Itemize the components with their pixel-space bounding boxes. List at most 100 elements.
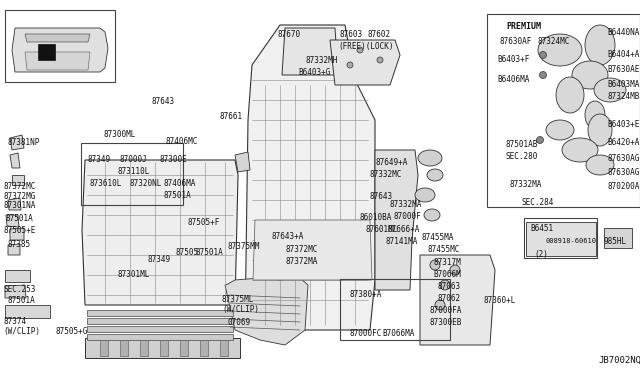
Text: 87320NL: 87320NL <box>130 179 163 188</box>
Text: B7066MA: B7066MA <box>382 329 414 338</box>
Text: 87360+L: 87360+L <box>484 296 516 305</box>
Polygon shape <box>282 28 338 75</box>
Text: (W/CLIP): (W/CLIP) <box>3 327 40 336</box>
Text: B6406MA: B6406MA <box>497 75 529 84</box>
Text: 87375ML: 87375ML <box>222 295 254 304</box>
Text: 87375MM: 87375MM <box>228 242 260 251</box>
Text: 87406MA: 87406MA <box>163 179 195 188</box>
Text: 87643: 87643 <box>152 97 175 106</box>
Polygon shape <box>87 310 233 316</box>
Text: 87317M: 87317M <box>433 258 461 267</box>
Text: 87301NA: 87301NA <box>3 201 35 210</box>
Text: 87661: 87661 <box>220 112 243 121</box>
Text: 87601ML: 87601ML <box>365 225 397 234</box>
Ellipse shape <box>418 150 442 166</box>
Text: 008918-60610: 008918-60610 <box>546 238 597 244</box>
Bar <box>487 14 640 207</box>
Text: 87062: 87062 <box>437 294 460 303</box>
Polygon shape <box>330 40 400 85</box>
Text: B7630AE: B7630AE <box>607 65 639 74</box>
Text: 87501A: 87501A <box>163 191 191 200</box>
Ellipse shape <box>546 120 574 140</box>
Text: 87501A: 87501A <box>196 248 224 257</box>
Polygon shape <box>253 220 372 280</box>
Polygon shape <box>87 318 233 324</box>
Text: 87349: 87349 <box>148 255 171 264</box>
Text: 87332MA: 87332MA <box>509 180 541 189</box>
Text: 87501A: 87501A <box>7 296 35 305</box>
Polygon shape <box>6 215 19 227</box>
Text: 87649+A: 87649+A <box>376 158 408 167</box>
Text: 87374: 87374 <box>3 317 26 326</box>
Circle shape <box>430 260 440 270</box>
Text: SEC.280: SEC.280 <box>506 152 538 161</box>
Text: 87455MC: 87455MC <box>427 245 460 254</box>
Polygon shape <box>10 153 20 168</box>
Polygon shape <box>8 198 21 210</box>
Polygon shape <box>82 160 238 305</box>
Polygon shape <box>375 150 418 290</box>
Polygon shape <box>235 152 250 172</box>
Circle shape <box>450 265 460 275</box>
Text: 87505+F: 87505+F <box>188 218 220 227</box>
Circle shape <box>435 300 445 310</box>
Text: 87603: 87603 <box>340 30 363 39</box>
Polygon shape <box>160 340 168 356</box>
Text: B6403+F: B6403+F <box>497 55 529 64</box>
Text: 87643+A: 87643+A <box>272 232 305 241</box>
Text: 87000J: 87000J <box>120 155 148 164</box>
Polygon shape <box>8 244 20 255</box>
Text: JB7002NQ: JB7002NQ <box>598 356 640 365</box>
Polygon shape <box>87 334 233 340</box>
Ellipse shape <box>556 77 584 113</box>
Text: 87372MC: 87372MC <box>3 182 35 191</box>
Text: B6403+G: B6403+G <box>298 68 330 77</box>
Polygon shape <box>25 52 90 70</box>
Text: 87332MA: 87332MA <box>390 200 422 209</box>
Polygon shape <box>120 340 128 356</box>
Text: (FREE)(LOCK): (FREE)(LOCK) <box>338 42 394 51</box>
Ellipse shape <box>538 34 582 66</box>
Text: 87602: 87602 <box>368 30 391 39</box>
Polygon shape <box>10 135 24 150</box>
Bar <box>5 10 115 82</box>
Text: 87501A: 87501A <box>5 214 33 223</box>
Bar <box>524 218 597 258</box>
Ellipse shape <box>415 188 435 202</box>
Text: (2): (2) <box>534 250 548 259</box>
Circle shape <box>377 57 383 63</box>
Circle shape <box>540 51 547 58</box>
Text: 87455MA: 87455MA <box>422 233 454 242</box>
Polygon shape <box>12 28 108 72</box>
Text: B6440NA: B6440NA <box>607 28 639 37</box>
Polygon shape <box>220 340 228 356</box>
Text: 87324MB: 87324MB <box>607 92 639 101</box>
Text: 87505+G: 87505+G <box>55 327 88 336</box>
Ellipse shape <box>562 138 598 162</box>
Text: 07069: 07069 <box>228 318 251 327</box>
Text: 87000FA: 87000FA <box>430 306 462 315</box>
Text: 87501AB: 87501AB <box>506 140 538 149</box>
Text: 87300E: 87300E <box>160 155 188 164</box>
Text: 87381NP: 87381NP <box>7 138 40 147</box>
Text: 87372MA: 87372MA <box>286 257 318 266</box>
Polygon shape <box>5 285 26 298</box>
Text: B6403+E: B6403+E <box>607 120 639 129</box>
Text: 87000FC: 87000FC <box>349 329 381 338</box>
Ellipse shape <box>572 61 608 89</box>
Text: 87385: 87385 <box>8 240 31 249</box>
Ellipse shape <box>586 155 614 175</box>
Polygon shape <box>25 34 90 42</box>
Text: 87630AG: 87630AG <box>607 154 639 163</box>
Text: 87666+A: 87666+A <box>388 225 420 234</box>
Text: 86010BA: 86010BA <box>360 213 392 222</box>
Polygon shape <box>85 338 240 358</box>
Text: 87643: 87643 <box>370 192 393 201</box>
Ellipse shape <box>585 101 605 129</box>
Polygon shape <box>200 340 208 356</box>
Ellipse shape <box>424 209 440 221</box>
Circle shape <box>540 71 547 78</box>
Text: 87630AG: 87630AG <box>607 168 639 177</box>
Polygon shape <box>38 44 55 60</box>
Text: 87372MC: 87372MC <box>286 245 318 254</box>
